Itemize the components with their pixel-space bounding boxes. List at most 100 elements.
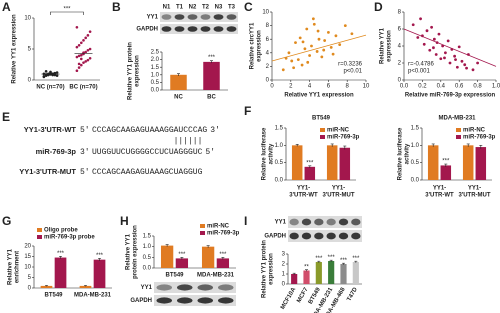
data-point <box>300 63 304 67</box>
significance: *** <box>352 256 360 262</box>
blot-row-label: YY1 <box>141 285 153 291</box>
blot-row-label: GAPDH <box>136 27 158 33</box>
data-point <box>316 29 320 33</box>
data-point <box>308 54 311 57</box>
y-tick-label: 0.5 <box>275 160 284 166</box>
blot-band <box>351 232 361 240</box>
y-tick-label: 1 <box>282 272 286 278</box>
legend-label: miR-769-3p probe <box>44 235 95 241</box>
legend-swatch <box>320 135 325 139</box>
data-point <box>439 57 443 61</box>
sequence-name: YY1-3'UTR-WT <box>24 125 77 134</box>
bar <box>315 262 322 284</box>
x-tick-label: YY1- <box>433 186 446 192</box>
data-point <box>434 53 438 56</box>
blot-row-label: YY1 <box>147 15 159 21</box>
bar <box>160 245 174 268</box>
significance: *** <box>306 160 314 166</box>
x-tick-label: BC <box>207 95 216 101</box>
y-tick-label: 3 <box>282 252 286 258</box>
y-tick-label: 8 <box>266 23 270 29</box>
data-point <box>460 59 464 63</box>
sequence-end: 3' <box>210 126 220 135</box>
data-point <box>334 34 338 38</box>
significance: *** <box>57 251 65 257</box>
annotation: p<0.01 <box>343 69 362 75</box>
y-axis-label: Relative YY1 <box>126 233 132 270</box>
legend-label: miR-769-3p <box>463 135 496 141</box>
data-point <box>88 57 92 60</box>
y-tick-label: 0.0 <box>275 178 284 184</box>
blot-band <box>314 218 324 226</box>
data-point <box>301 40 305 44</box>
trend-line <box>403 28 497 67</box>
y-axis-label: Relative YY1 <box>8 248 14 285</box>
x-tick-label: BT549 <box>165 273 184 279</box>
legend-label: Oligo probe <box>44 228 78 234</box>
x-tick-label: MDA-MB-231 <box>74 293 112 299</box>
x-tick-label: 3'UTR-MUT <box>322 193 354 199</box>
y-axis-label: expression <box>269 253 275 285</box>
annotation: p<0.001 <box>408 69 431 75</box>
data-point <box>88 30 92 33</box>
blot-row-label: GAPDH <box>130 298 152 304</box>
panel-label: G <box>2 214 11 228</box>
sequence: CCCAGCAAGAGUAAAG <box>92 168 169 177</box>
panel-label: H <box>120 214 129 228</box>
data-point <box>80 41 83 45</box>
x-tick-label: NC <box>174 95 183 101</box>
blot-band <box>174 14 185 20</box>
data-point <box>77 43 81 47</box>
y-axis-label: Relative YY1 expression <box>12 14 18 84</box>
y-tick-label: 0.5 <box>143 255 152 261</box>
y-tick-label: 5 <box>28 47 32 53</box>
annotation: r=0.3236 <box>338 62 363 68</box>
blot-band <box>176 284 193 291</box>
data-point <box>55 71 59 74</box>
data-point <box>77 62 81 66</box>
data-point <box>457 45 461 49</box>
y-tick-label: 0 <box>282 282 286 288</box>
data-point <box>305 27 309 31</box>
data-point <box>322 48 326 52</box>
blot-band <box>187 26 198 32</box>
y-tick-label: 1.5 <box>143 234 152 240</box>
significance: *** <box>96 253 104 259</box>
bar <box>201 246 215 268</box>
sequence: CCCAGCAAGAGUAAAGGAUCCCAG <box>92 126 207 135</box>
y-tick-label: 6 <box>266 37 270 43</box>
x-tick-label: 0.2 <box>418 84 427 90</box>
data-point <box>298 36 302 40</box>
y-tick-label: 0.5 <box>411 160 420 166</box>
panel-label: E <box>2 110 10 124</box>
y-tick-label: 1.0 <box>151 72 160 78</box>
data-point <box>75 26 79 29</box>
blot-band <box>197 284 214 291</box>
lane-label: N1 <box>163 5 171 11</box>
data-point <box>471 68 475 72</box>
y-tick-label: 1.5 <box>411 126 420 132</box>
data-point <box>455 65 459 69</box>
y-axis-label: Relative YY1 protein <box>128 42 134 100</box>
y-axis-label: Relative YY1 protein <box>262 240 268 298</box>
y-tick-label: 0.0 <box>151 88 160 94</box>
blot-band <box>197 297 214 304</box>
blot-band <box>176 297 193 304</box>
bar <box>440 165 452 180</box>
x-tick-label: 1.0 <box>492 84 500 90</box>
trend-line <box>271 34 367 62</box>
legend-swatch <box>200 224 205 228</box>
legend-swatch <box>320 128 325 132</box>
x-axis-label: Relative miR-769-3p expression <box>405 93 496 99</box>
panel-label: D <box>374 0 383 14</box>
chart-title: BT549 <box>312 116 331 122</box>
legend-label: miR-769-3p <box>327 135 360 141</box>
annotation: r=-0.4786 <box>408 62 435 68</box>
data-point <box>77 54 81 58</box>
x-tick-label: 0.0 <box>400 84 409 90</box>
y-tick-label: 4 <box>398 44 402 50</box>
y-tick-label: 1.0 <box>411 143 420 149</box>
sequence-end: 5' <box>80 168 90 177</box>
data-point <box>290 59 294 63</box>
data-point <box>446 39 450 43</box>
